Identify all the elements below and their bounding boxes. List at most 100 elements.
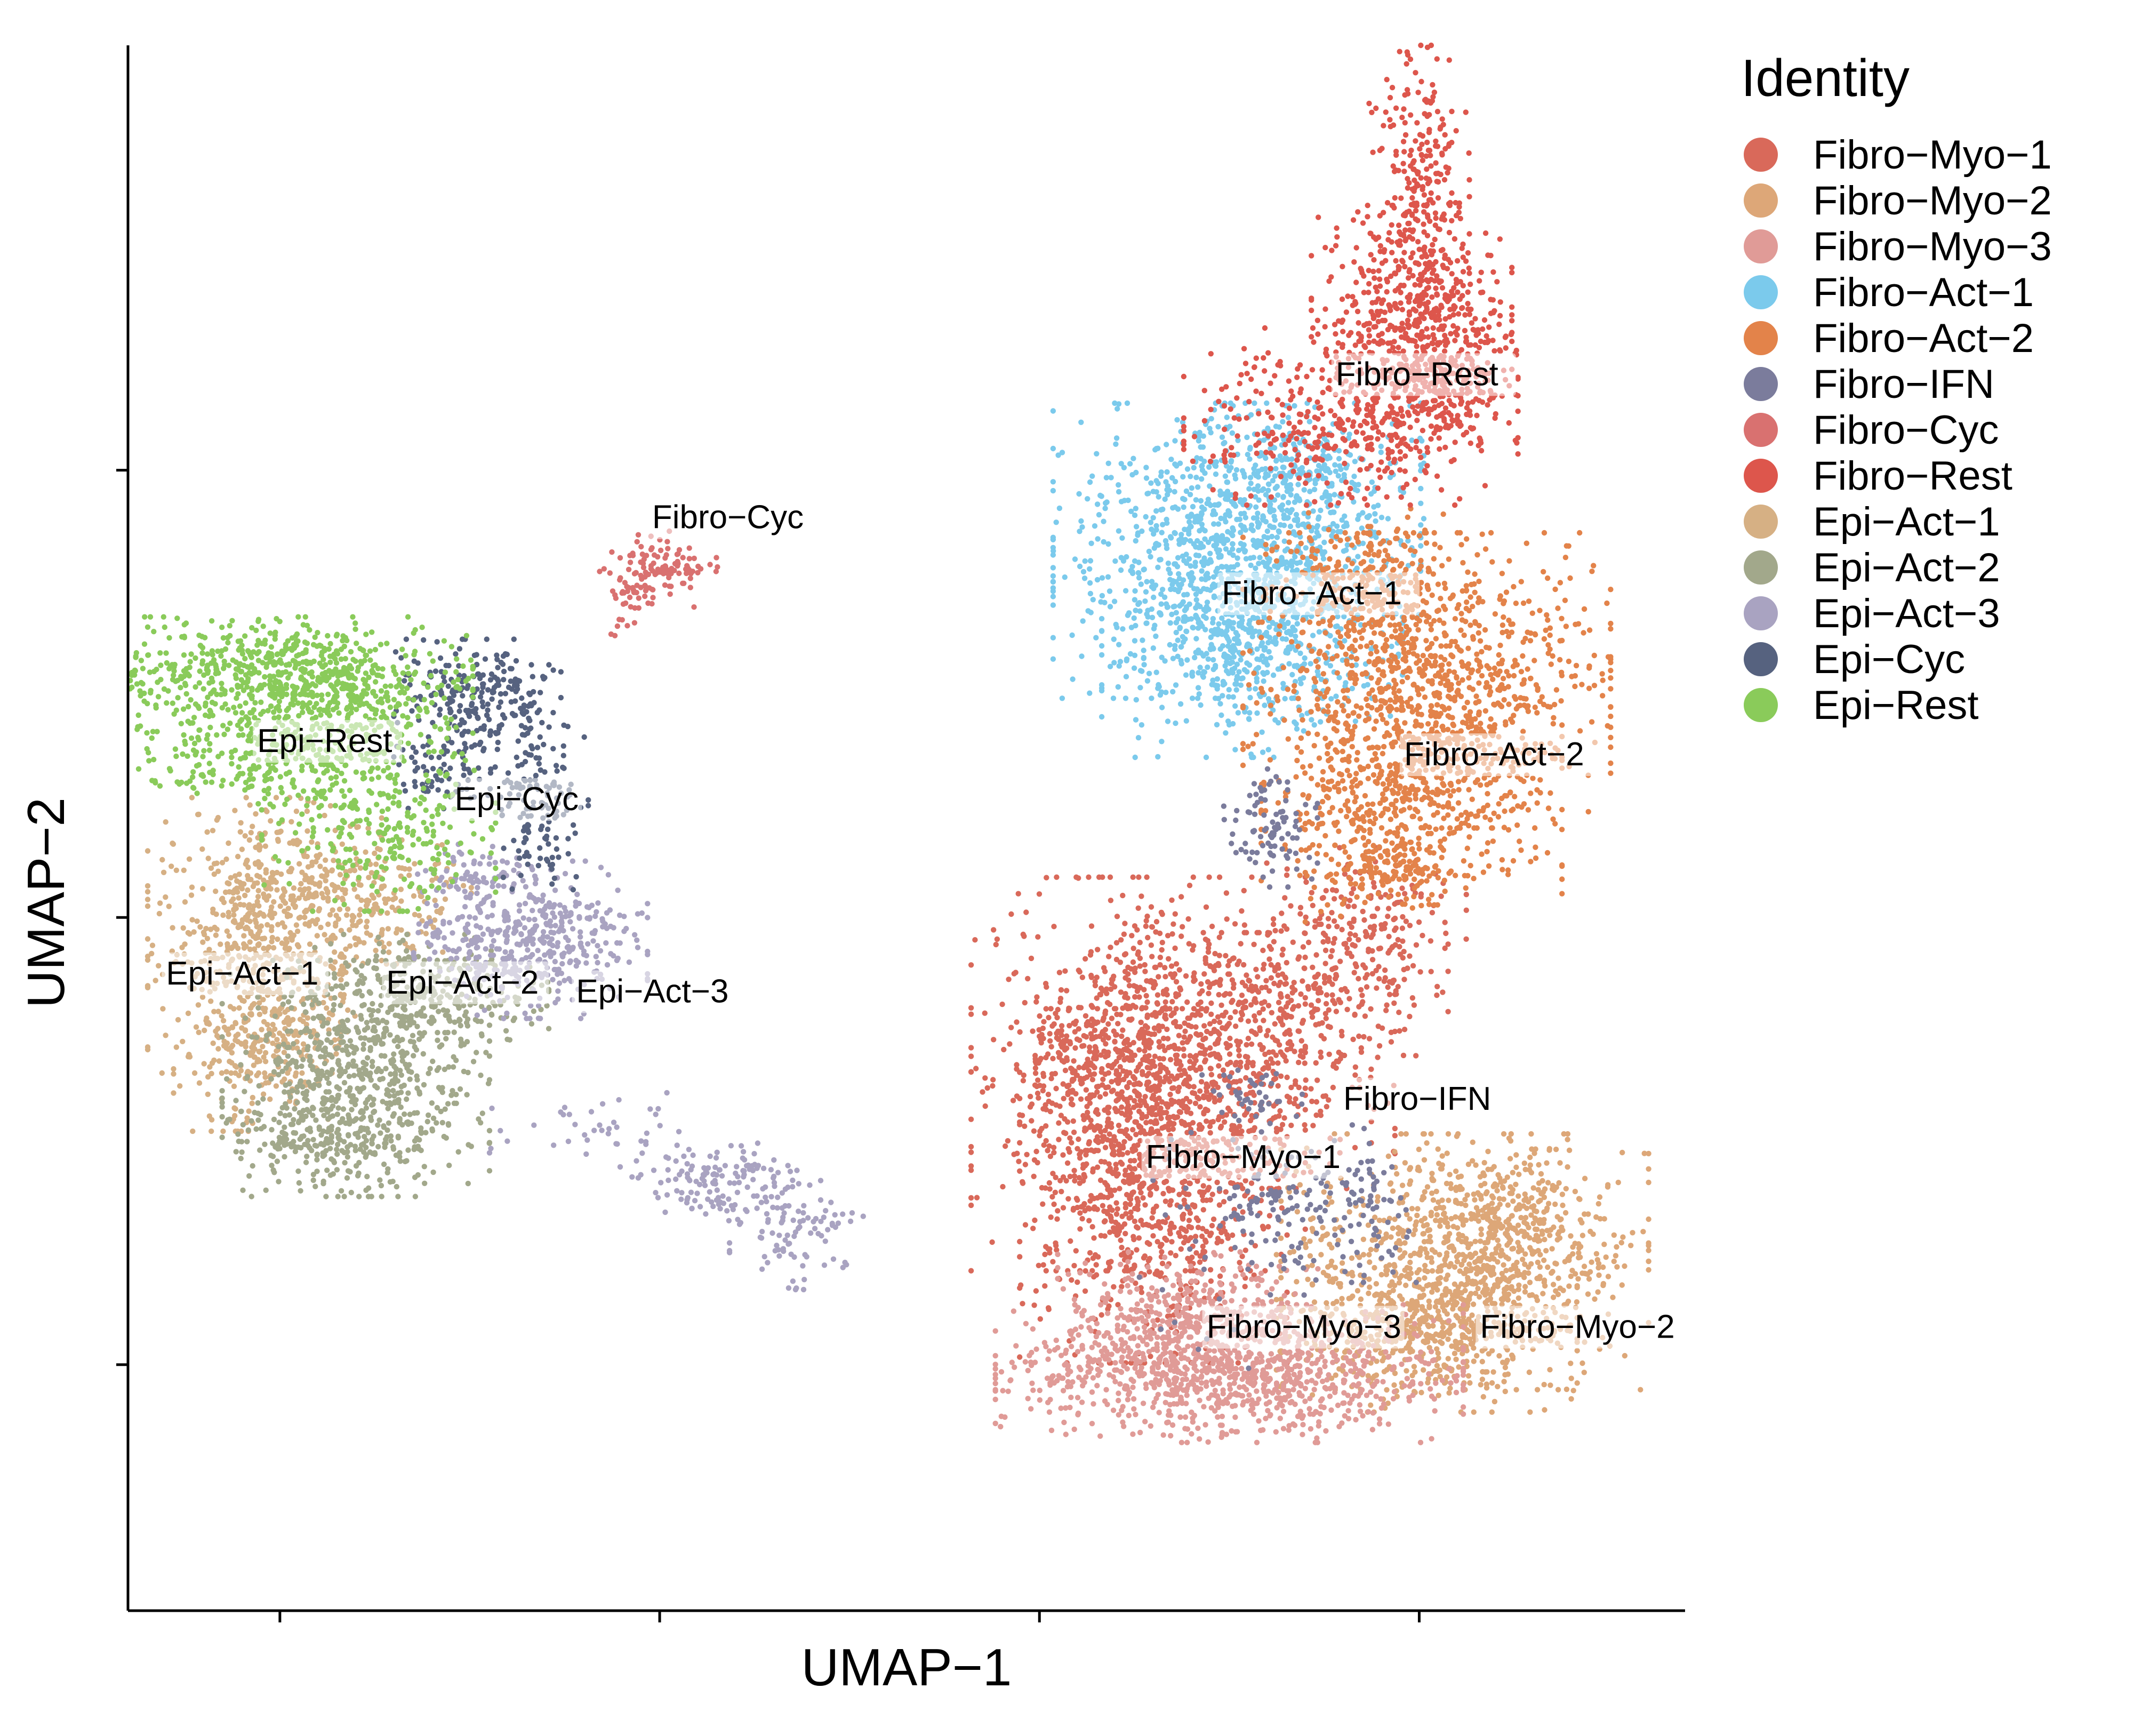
- data-point: [1197, 1436, 1202, 1442]
- data-point: [1032, 1217, 1038, 1223]
- data-point: [1134, 927, 1140, 933]
- data-point: [1130, 1396, 1137, 1402]
- data-point: [1585, 1211, 1591, 1217]
- data-point: [1102, 1218, 1108, 1224]
- data-point: [1428, 1386, 1433, 1392]
- data-point: [1426, 1305, 1432, 1310]
- data-point: [982, 1103, 988, 1109]
- data-point: [1158, 909, 1165, 916]
- data-point: [1351, 903, 1357, 909]
- data-point: [1124, 1191, 1130, 1198]
- data-point: [1579, 1220, 1585, 1226]
- data-point: [1207, 963, 1213, 969]
- data-point: [1076, 1175, 1082, 1181]
- data-point: [973, 1066, 979, 1071]
- data-point: [1195, 1425, 1201, 1431]
- data-point: [1412, 1250, 1417, 1257]
- data-point: [1279, 952, 1285, 958]
- data-point: [1392, 1149, 1398, 1155]
- data-point: [1265, 1028, 1271, 1034]
- data-point: [1187, 1099, 1193, 1105]
- data-point: [1561, 1131, 1567, 1137]
- data-point: [1455, 1284, 1461, 1290]
- data-point: [1277, 1415, 1283, 1421]
- data-point: [982, 1010, 988, 1016]
- data-point: [1056, 1137, 1062, 1142]
- data-point: [1046, 1409, 1053, 1415]
- data-point: [1051, 1149, 1057, 1156]
- data-point: [1392, 1263, 1398, 1269]
- data-point: [1207, 1045, 1213, 1051]
- data-point: [1071, 1058, 1077, 1064]
- data-point: [1507, 1138, 1514, 1144]
- data-point: [1279, 971, 1286, 977]
- data-point: [1332, 1001, 1338, 1006]
- data-point: [1123, 1004, 1129, 1011]
- data-point: [1431, 1318, 1437, 1324]
- data-point: [1478, 1279, 1484, 1285]
- data-point: [1136, 994, 1142, 1000]
- data-point: [1303, 914, 1309, 921]
- data-point: [1022, 1123, 1028, 1129]
- data-point: [1029, 1101, 1035, 1107]
- data-point: [1514, 1259, 1520, 1266]
- data-point: [1265, 1065, 1271, 1071]
- data-point: [1270, 1060, 1276, 1066]
- data-point: [1109, 1089, 1115, 1094]
- data-point: [1289, 1006, 1296, 1012]
- data-point: [1140, 1195, 1146, 1201]
- data-point: [1219, 1413, 1225, 1419]
- data-point: [1417, 969, 1423, 975]
- data-point: [1015, 891, 1021, 897]
- data-point: [1445, 1356, 1451, 1362]
- data-point: [1239, 1365, 1245, 1372]
- data-point: [1294, 1279, 1300, 1285]
- data-point: [1199, 1355, 1205, 1361]
- data-point: [1229, 1428, 1234, 1434]
- data-point: [1527, 1167, 1533, 1173]
- data-point: [1628, 1243, 1634, 1249]
- data-point: [1048, 1214, 1054, 1220]
- data-point: [1246, 977, 1252, 983]
- data-point: [1087, 1071, 1094, 1078]
- data-point: [1132, 1158, 1137, 1164]
- data-point: [1217, 1273, 1223, 1279]
- data-point: [1390, 1188, 1396, 1194]
- data-point: [1018, 1282, 1024, 1288]
- data-point: [1153, 1013, 1159, 1019]
- data-point: [1160, 1432, 1166, 1438]
- data-point: [1137, 1061, 1143, 1067]
- data-point: [968, 1268, 974, 1274]
- data-point: [1492, 1214, 1498, 1220]
- data-point: [1297, 1363, 1303, 1369]
- data-point: [1211, 967, 1217, 974]
- data-point: [1563, 1186, 1569, 1191]
- data-point: [1577, 1196, 1583, 1202]
- data-point: [1413, 1053, 1419, 1059]
- data-point: [1274, 1038, 1280, 1044]
- data-point: [1126, 1164, 1133, 1170]
- data-point: [1318, 1049, 1324, 1055]
- data-point: [1293, 1078, 1298, 1084]
- data-point: [1112, 984, 1118, 990]
- data-point: [1390, 1299, 1396, 1305]
- data-point: [968, 1053, 974, 1059]
- data-point: [1407, 953, 1413, 959]
- data-point: [1023, 1321, 1029, 1326]
- data-point: [1505, 1256, 1511, 1262]
- data-point: [1085, 1057, 1090, 1062]
- data-point: [1397, 1028, 1402, 1034]
- data-point: [1521, 1219, 1527, 1226]
- data-point: [1390, 978, 1396, 983]
- data-point: [1166, 1127, 1172, 1133]
- data-point: [1159, 1249, 1165, 1255]
- data-point: [1457, 1186, 1463, 1193]
- data-point: [1104, 1123, 1110, 1130]
- data-point: [1090, 1169, 1096, 1175]
- data-point: [1280, 1409, 1287, 1414]
- data-point: [1198, 1079, 1205, 1085]
- data-point: [1407, 1349, 1413, 1355]
- data-point: [1186, 1218, 1192, 1223]
- data-point: [1404, 1368, 1409, 1374]
- data-point: [1166, 1186, 1172, 1191]
